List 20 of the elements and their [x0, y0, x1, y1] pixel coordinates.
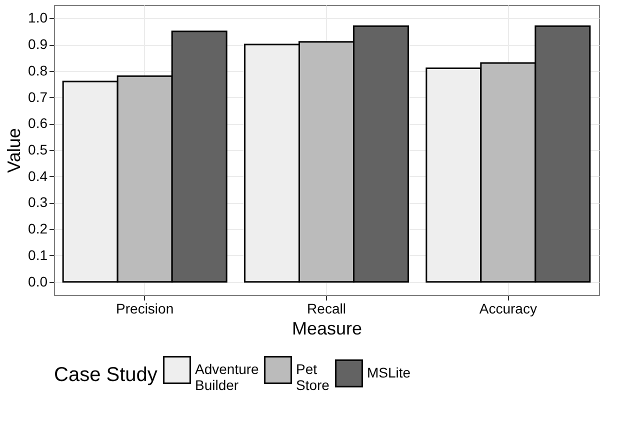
y-tick-label: 0.6 — [28, 115, 48, 132]
legend-title: Case Study — [54, 364, 158, 386]
y-tick-label: 0.3 — [28, 194, 48, 210]
y-tick-label: 0.4 — [28, 168, 48, 184]
y-tick-label: 0.7 — [28, 88, 48, 105]
y-tick-label: 0.0 — [28, 273, 48, 290]
x-tick-label: Recall — [307, 300, 346, 316]
y-tick-label: 0.9 — [28, 36, 48, 52]
y-tick-label: 0.8 — [28, 62, 48, 78]
x-tick-label: Accuracy — [479, 300, 537, 316]
legend-label: MSLite — [367, 364, 411, 380]
y-tick-label: 0.1 — [28, 246, 48, 263]
x-axis-title: Measure — [292, 318, 362, 338]
y-tick-label: 0.5 — [28, 142, 48, 158]
x-tick-label: Precision — [116, 300, 174, 316]
y-tick-label: 1.0 — [28, 10, 48, 26]
legend-label: Pet Store — [296, 361, 330, 393]
y-tick-label: 0.2 — [28, 220, 48, 237]
legend-label: Adventure Builder — [195, 361, 260, 393]
y-axis-title: Value — [4, 128, 24, 173]
